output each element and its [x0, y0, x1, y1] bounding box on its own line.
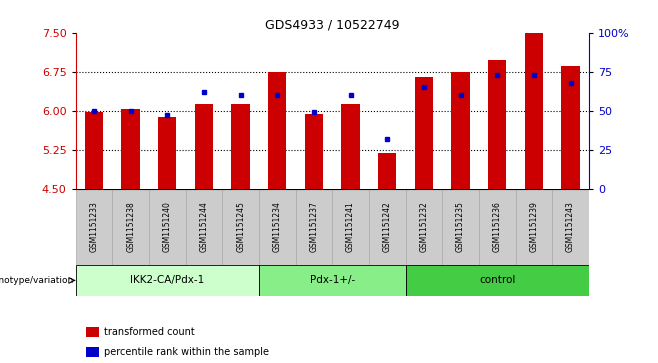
- Text: GSM1151236: GSM1151236: [493, 201, 502, 252]
- Bar: [113, 189, 149, 265]
- Bar: [342, 105, 360, 189]
- Bar: [488, 60, 507, 189]
- Title: GDS4933 / 10522749: GDS4933 / 10522749: [265, 19, 399, 32]
- Bar: [561, 66, 580, 189]
- Text: Pdx-1+/-: Pdx-1+/-: [310, 276, 355, 285]
- Text: GSM1151232: GSM1151232: [419, 201, 428, 252]
- Text: GSM1151233: GSM1151233: [89, 201, 99, 252]
- Text: GSM1151239: GSM1151239: [530, 201, 538, 252]
- Bar: [195, 105, 213, 189]
- Bar: [86, 347, 99, 357]
- Bar: [122, 109, 139, 189]
- Bar: [442, 189, 479, 265]
- Text: GSM1151238: GSM1151238: [126, 201, 135, 252]
- Text: GSM1151241: GSM1151241: [346, 201, 355, 252]
- Bar: [76, 265, 259, 296]
- Text: GSM1151243: GSM1151243: [566, 201, 575, 252]
- Bar: [76, 189, 113, 265]
- Text: GSM1151235: GSM1151235: [456, 201, 465, 252]
- Text: GSM1151237: GSM1151237: [309, 201, 318, 252]
- Bar: [369, 189, 405, 265]
- Bar: [158, 117, 176, 189]
- Bar: [149, 189, 186, 265]
- Bar: [295, 189, 332, 265]
- Text: GSM1151240: GSM1151240: [163, 201, 172, 252]
- Bar: [259, 265, 405, 296]
- Text: IKK2-CA/Pdx-1: IKK2-CA/Pdx-1: [130, 276, 205, 285]
- Bar: [222, 189, 259, 265]
- Bar: [378, 154, 396, 189]
- Text: GSM1151242: GSM1151242: [383, 201, 392, 252]
- Text: control: control: [479, 276, 515, 285]
- Bar: [232, 105, 250, 189]
- Bar: [259, 189, 295, 265]
- Bar: [552, 189, 589, 265]
- Bar: [268, 72, 286, 189]
- Bar: [186, 189, 222, 265]
- Bar: [524, 33, 543, 189]
- Bar: [405, 265, 589, 296]
- Bar: [415, 77, 433, 189]
- Bar: [451, 72, 470, 189]
- Bar: [332, 189, 369, 265]
- Text: genotype/variation: genotype/variation: [0, 276, 74, 285]
- Text: GSM1151234: GSM1151234: [273, 201, 282, 252]
- Bar: [405, 189, 442, 265]
- Bar: [516, 189, 552, 265]
- Text: percentile rank within the sample: percentile rank within the sample: [104, 347, 269, 357]
- Bar: [305, 114, 323, 189]
- Bar: [479, 189, 516, 265]
- Bar: [86, 327, 99, 337]
- Text: transformed count: transformed count: [104, 327, 195, 337]
- Text: GSM1151244: GSM1151244: [199, 201, 209, 252]
- Text: GSM1151245: GSM1151245: [236, 201, 245, 252]
- Bar: [85, 112, 103, 189]
